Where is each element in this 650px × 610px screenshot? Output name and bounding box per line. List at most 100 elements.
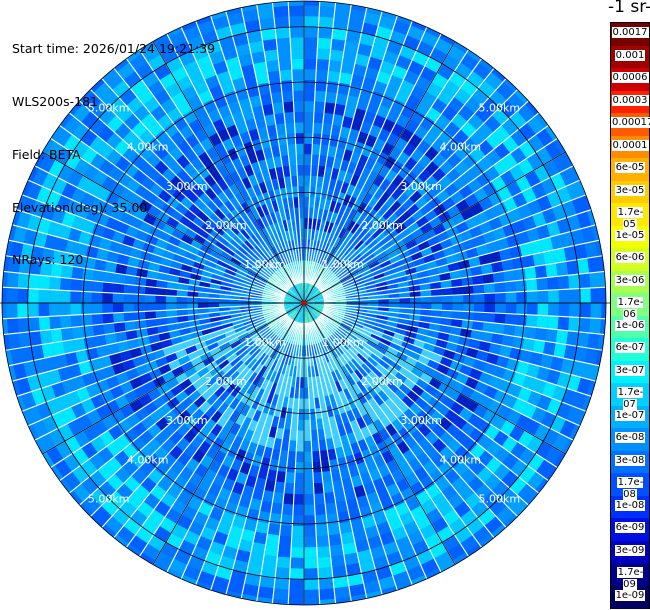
radar-gate: [283, 305, 294, 310]
ray-separator: [180, 26, 297, 285]
radar-gate: [349, 345, 360, 356]
radar-gate: [196, 536, 213, 551]
radar-gate: [527, 116, 545, 135]
ray-separator: [8, 306, 285, 367]
radar-gate: [6, 272, 19, 288]
radar-gate: [378, 427, 391, 441]
radar-gate: [224, 501, 239, 516]
radar-gate: [300, 313, 303, 325]
radar-gate: [81, 477, 99, 495]
radar-gate: [100, 389, 115, 404]
radar-gate: [187, 350, 200, 361]
radar-gate: [304, 101, 315, 112]
radar-gate: [383, 268, 395, 277]
radar-gate: [70, 315, 83, 328]
radar-gate: [224, 329, 237, 338]
radar-gate: [313, 332, 320, 344]
radar-gate: [214, 333, 227, 342]
radar-gate: [317, 165, 326, 178]
radar-gate: [63, 471, 81, 490]
radar-gate: [334, 265, 344, 275]
radar-gate: [80, 459, 98, 477]
radar-gate: [327, 523, 341, 536]
radar-gate: [183, 162, 197, 177]
radar-gate: [157, 324, 169, 334]
radar-gate: [252, 374, 262, 386]
radar-gate: [349, 419, 360, 432]
radar-gate: [297, 175, 304, 187]
radar-gate: [64, 152, 81, 170]
radar-gate: [241, 380, 252, 393]
radar-gate: [417, 240, 431, 251]
radar-gate: [319, 266, 328, 277]
radar-gate: [436, 189, 450, 203]
radar-gate: [246, 343, 257, 353]
radar-gate: [391, 259, 404, 269]
radar-gate: [259, 326, 270, 335]
radar-gate: [327, 258, 336, 269]
radar-gate: [262, 329, 273, 339]
radar-gate: [256, 376, 266, 389]
radar-gate: [323, 232, 331, 244]
radar-gate: [8, 225, 17, 241]
radar-gate: [300, 303, 304, 314]
radar-gate: [260, 354, 270, 366]
radar-gate: [213, 224, 225, 237]
radar-gate: [383, 541, 399, 556]
radar-gate: [389, 561, 407, 576]
ray-separator: [2, 303, 285, 320]
radar-gate: [525, 315, 538, 328]
radar-gate: [375, 378, 387, 390]
radar-gate: [230, 208, 242, 221]
radar-gate: [277, 460, 288, 473]
radar-gate: [309, 398, 315, 410]
radar-gate: [224, 90, 239, 105]
radar-gate: [332, 479, 344, 492]
radar-gate: [315, 332, 322, 343]
radar-gate: [91, 303, 103, 314]
radar-gate: [161, 390, 175, 403]
radar-gate: [39, 261, 53, 276]
radar-gate: [497, 404, 513, 420]
radar-gate: [284, 482, 295, 494]
radar-gate: [465, 347, 479, 359]
radar-gate: [317, 546, 331, 558]
radar-gate: [388, 74, 404, 90]
radar-gate: [356, 131, 369, 145]
radar-gate: [297, 419, 304, 431]
radar-gate: [471, 500, 489, 518]
radar-gate: [397, 413, 411, 427]
radar-gate: [384, 506, 399, 522]
radar-gate: [213, 208, 226, 221]
radar-gate: [425, 483, 442, 499]
radar-gate: [319, 144, 329, 157]
radar-gate: [557, 316, 570, 331]
radar-gate: [304, 164, 312, 176]
radar-gate: [177, 182, 192, 197]
radar-gate: [241, 337, 253, 347]
radar-gate: [304, 175, 311, 187]
radar-gate: [290, 557, 304, 569]
radar-gate: [282, 300, 294, 303]
radar-gate: [350, 222, 361, 235]
radar-gate: [74, 430, 90, 448]
colorbar-label: 0.0001: [611, 139, 649, 151]
radar-gate: [265, 369, 274, 381]
radar-gate: [192, 378, 205, 390]
ray-separator: [323, 224, 596, 299]
radar-gate: [166, 57, 184, 73]
radar-gate: [211, 397, 224, 411]
radar-gate: [543, 159, 560, 178]
radar-gate: [311, 440, 320, 452]
radar-gate: [249, 95, 262, 108]
radar-gate: [126, 96, 144, 114]
radar-gate: [484, 72, 503, 90]
radar-gate: [310, 310, 319, 320]
radar-gate: [350, 518, 365, 532]
radar-gate: [396, 580, 412, 591]
radar-gate: [65, 351, 79, 366]
radar-gate: [488, 375, 503, 390]
radar-gate: [320, 363, 327, 375]
radar-gate: [46, 141, 64, 160]
radar-gate: [379, 178, 392, 192]
